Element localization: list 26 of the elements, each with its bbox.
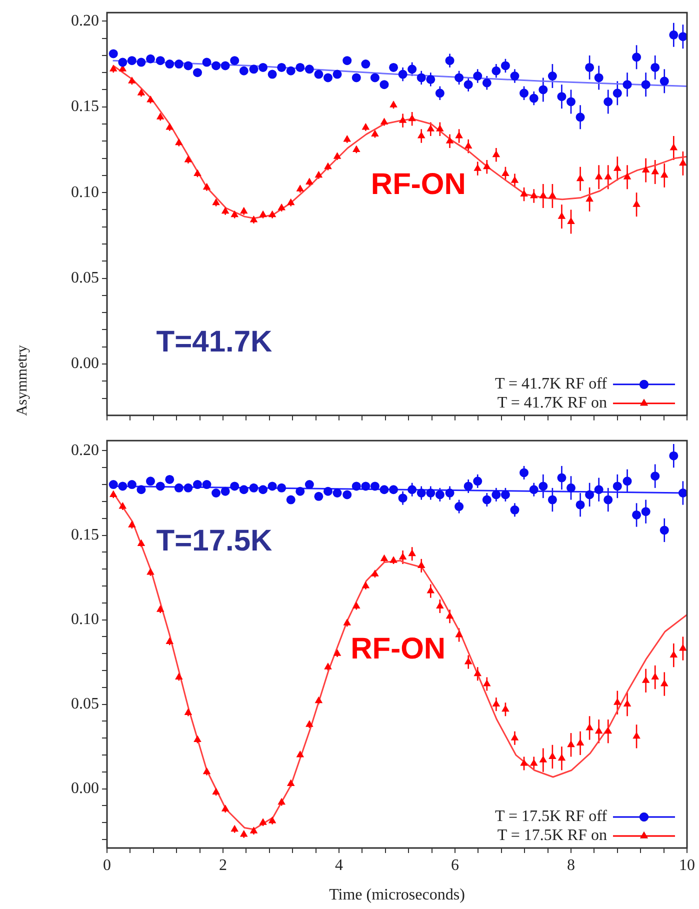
x-tick-label: 0 xyxy=(103,856,111,874)
annotation: RF-ON xyxy=(350,632,446,666)
y-tick-label: 0.00 xyxy=(71,780,99,798)
y-axis-title: Asymmetry xyxy=(14,344,32,418)
y-tick-label: 0.15 xyxy=(71,98,99,116)
x-tick-label: 4 xyxy=(335,856,343,874)
legend-label: T = 17.5K RF off xyxy=(495,808,608,826)
y-tick-label: 0.00 xyxy=(71,355,99,372)
y-tick-label: 0.15 xyxy=(71,526,99,544)
x-tick-label: 10 xyxy=(679,856,695,874)
x-tick-label: 2 xyxy=(219,856,227,874)
annotation: T=41.7K xyxy=(156,326,273,359)
y-tick-label: 0.10 xyxy=(71,184,99,201)
legend-label: T = 41.7K RF on xyxy=(497,394,607,412)
y-tick-label: 0.10 xyxy=(71,610,99,628)
y-tick-label: 0.20 xyxy=(71,12,99,30)
y-tick-label: 0.20 xyxy=(71,442,99,459)
annotation: RF-ON xyxy=(370,168,466,201)
x-tick-label: 8 xyxy=(567,856,575,874)
y-tick-label: 0.05 xyxy=(71,696,99,713)
x-axis-title: Time (microseconds) xyxy=(329,886,465,904)
y-tick-label: 0.05 xyxy=(71,269,99,286)
legend-label: T = 17.5K RF on xyxy=(497,827,607,844)
annotation: T=17.5K xyxy=(156,524,273,558)
legend-label: T = 41.7K RF off xyxy=(495,376,608,393)
x-tick-label: 6 xyxy=(451,856,459,874)
